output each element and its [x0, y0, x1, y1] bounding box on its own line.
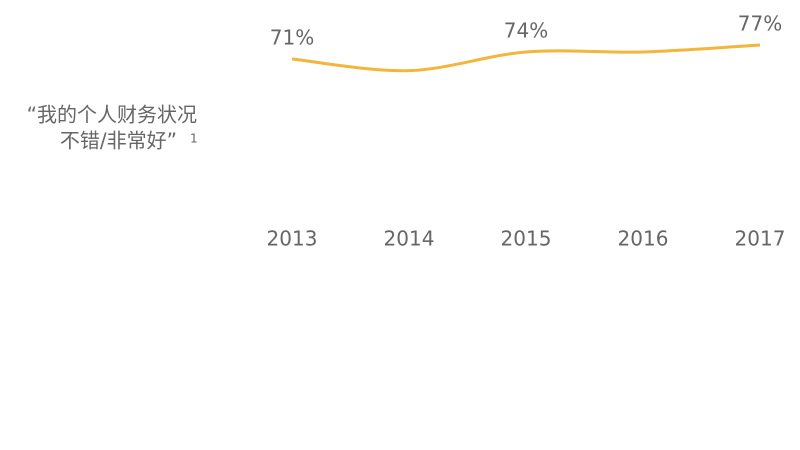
x-tick-label: 2015	[501, 227, 552, 251]
x-tick-label: 2016	[618, 227, 669, 251]
chart-title: “我的个人财务状况	[27, 103, 197, 127]
x-tick-label: 2013	[267, 227, 318, 251]
x-tick-label: 2014	[384, 227, 435, 251]
chart-title: 不错/非常好”	[60, 129, 177, 153]
footnote-mark: 1	[190, 132, 198, 146]
line	[291, 43, 761, 73]
data-label: 71%	[270, 26, 314, 50]
data-label: 74%	[504, 19, 548, 43]
data-label: 77%	[738, 12, 782, 36]
x-tick-label: 2017	[735, 227, 786, 251]
